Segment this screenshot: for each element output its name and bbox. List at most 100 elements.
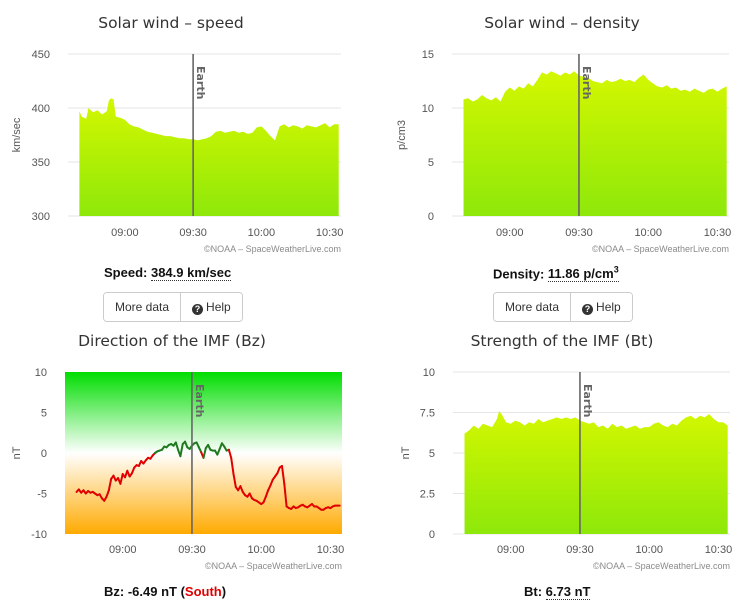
y-tick-label: 0 [428, 211, 434, 223]
y-tick-label: -5 [37, 489, 47, 501]
bz-line-segment [230, 456, 235, 476]
bz-readout-close: ) [221, 584, 227, 599]
y-axis-label: p/cm3 [396, 120, 408, 150]
density-readout-label: Density: [493, 266, 545, 282]
bz-line-segment [130, 466, 136, 475]
x-tick-label: 10:00 [247, 544, 275, 556]
bz-panel: Direction of the IMF (Bz) -10 -5 0 5 10 nT 09:0… [0, 323, 372, 608]
x-tick-label: 09:00 [109, 544, 137, 556]
x-tick-label: 10:30 [317, 544, 345, 556]
bz-line-segment [119, 473, 124, 485]
x-tick-label: 09:30 [179, 227, 207, 239]
bz-readout-label: Bz: [104, 584, 125, 599]
bt-readout-value: 6.73 nT [545, 584, 591, 600]
bz-line-segment [216, 447, 221, 456]
y-tick-label: 5 [429, 448, 435, 460]
bz-line-segment [107, 477, 113, 492]
credit-label: ©NOAA – SpaceWeatherLive.com [592, 244, 729, 254]
density-help-button[interactable]: ? Help [570, 293, 632, 321]
y-tick-label: 300 [32, 211, 50, 223]
density-panel: Solar wind – density 0 5 10 15 p/cm3 09:00 09:3… [373, 0, 745, 322]
bz-line-segment [283, 482, 288, 508]
x-tick-label: 10:30 [704, 227, 732, 239]
bz-line-segment [202, 447, 207, 459]
bz-readout-value: -6.49 nT [127, 584, 177, 599]
speed-more-data-button[interactable]: More data [104, 293, 181, 321]
y-tick-label: 350 [32, 157, 50, 169]
bz-line-segment [276, 466, 281, 475]
y-axis-label: km/sec [11, 117, 23, 152]
bz-line-segment [105, 489, 110, 498]
bz-line-segment [280, 464, 286, 485]
credit-label: ©NOAA – SpaceWeatherLive.com [204, 244, 341, 254]
y-tick-label: 0 [429, 529, 435, 541]
speed-help-button[interactable]: ? Help [180, 293, 242, 321]
density-help-label: Help [596, 300, 621, 314]
bt-chart: Strength of the IMF (Bt) 0 2.5 5 7.5 10 nT 09:0… [400, 332, 732, 571]
speed-panel: Solar wind – speed 300 350 400 450 km/sec 09:0… [0, 0, 372, 322]
y-tick-label: 5 [41, 408, 47, 420]
chart-title: Solar wind – speed [98, 14, 244, 32]
y-tick-label: 10 [423, 367, 435, 379]
speed-readout: Speed: 384.9 km/sec [104, 265, 232, 281]
density-button-group: More data ? Help [493, 292, 633, 322]
bt-readout: Bt: 6.73 nT [524, 584, 591, 600]
density-readout-value: 11.86 p/cm [547, 266, 614, 282]
x-tick-label: 09:30 [178, 544, 206, 556]
credit-label: ©NOAA – SpaceWeatherLive.com [205, 561, 342, 571]
x-tick-label: 10:30 [316, 227, 344, 239]
y-tick-label: 2.5 [420, 489, 435, 501]
chart-title: Direction of the IMF (Bz) [78, 332, 266, 350]
earth-label: Earth [193, 384, 206, 417]
question-circle-icon: ? [582, 304, 594, 315]
x-tick-label: 09:00 [111, 227, 139, 239]
speed-chart: Solar wind – speed 300 350 400 450 km/sec 09:0… [11, 14, 344, 254]
y-tick-label: 0 [41, 448, 47, 460]
density-chart: Solar wind – density 0 5 10 15 p/cm3 09:00 09:3… [396, 14, 732, 254]
y-tick-label: 15 [422, 49, 434, 61]
earth-label: Earth [581, 384, 594, 417]
bz-line-segment [227, 448, 233, 459]
y-tick-label: 7.5 [420, 408, 435, 420]
speed-readout-value: 384.9 km/sec [150, 265, 232, 281]
x-tick-label: 09:30 [565, 227, 593, 239]
bz-line-segment [269, 478, 274, 487]
bt-readout-label: Bt: [524, 584, 543, 599]
bz-line-segment [264, 489, 270, 498]
bz-line-segment [184, 440, 189, 449]
south-band [65, 453, 342, 534]
x-tick-label: 09:00 [496, 227, 524, 239]
density-readout-sup: 3 [613, 265, 619, 275]
density-readout: Density: 11.86 p/cm3 [493, 265, 619, 283]
earth-label: Earth [580, 66, 593, 99]
chart-title: Solar wind – density [484, 14, 640, 32]
y-tick-label: 10 [35, 367, 47, 379]
y-tick-label: 10 [422, 103, 434, 115]
x-tick-label: 10:00 [248, 227, 276, 239]
speed-help-label: Help [206, 300, 231, 314]
question-circle-icon: ? [192, 304, 204, 315]
chart-title: Strength of the IMF (Bt) [471, 332, 654, 350]
x-tick-label: 09:30 [566, 544, 594, 556]
density-more-data-button[interactable]: More data [494, 293, 571, 321]
y-tick-label: 450 [32, 49, 50, 61]
bz-chart: Direction of the IMF (Bz) -10 -5 0 5 10 nT 09:0… [11, 332, 345, 571]
bz-line-segment [239, 485, 244, 493]
speed-readout-label: Speed: [104, 265, 148, 280]
x-tick-label: 10:00 [634, 227, 662, 239]
bz-line-segment [262, 495, 267, 504]
credit-label: ©NOAA – SpaceWeatherLive.com [593, 561, 730, 571]
y-tick-label: -10 [31, 529, 47, 541]
x-tick-label: 09:00 [497, 544, 525, 556]
north-band [65, 372, 342, 453]
bz-readout-direction: South [184, 584, 222, 599]
earth-label: Earth [194, 66, 207, 99]
series-area [464, 410, 728, 534]
y-axis-label: nT [400, 446, 412, 459]
y-tick-label: 5 [428, 157, 434, 169]
bt-panel: Strength of the IMF (Bt) 0 2.5 5 7.5 10 nT 09:0… [373, 323, 745, 608]
speed-button-group: More data ? Help [103, 292, 243, 322]
bz-readout-open: ( [176, 584, 185, 599]
series-area [463, 71, 727, 216]
x-tick-label: 10:00 [635, 544, 663, 556]
